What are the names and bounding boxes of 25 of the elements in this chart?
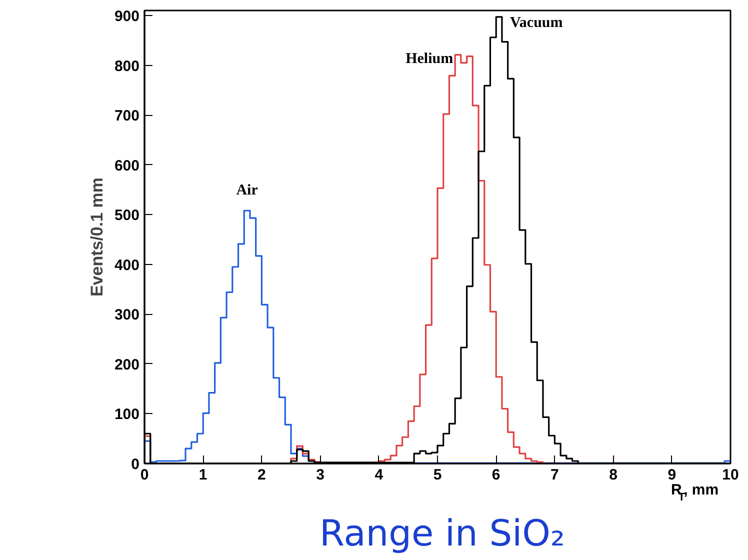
x-tick-label: 5 — [433, 466, 442, 484]
y-tick-label: 0 — [131, 456, 140, 473]
y-tick-label: 500 — [114, 207, 140, 224]
x-tick-label: 9 — [668, 466, 676, 484]
y-tick-label: 900 — [114, 8, 140, 25]
series-label: Vacuum — [510, 14, 564, 31]
x-tick-label: 2 — [258, 466, 266, 484]
x-tick-label: 4 — [374, 466, 384, 484]
text: Range in SiO₂ — [319, 514, 565, 554]
x-tick-label: 6 — [492, 466, 500, 484]
y-tick-label: 200 — [114, 356, 140, 374]
x-tick-label: 1 — [198, 466, 208, 484]
y-tick-label: 400 — [114, 256, 140, 274]
x-tick-label: 7 — [550, 466, 559, 484]
series-label: Air — [236, 182, 258, 199]
y-tick-label: 600 — [114, 157, 140, 174]
y-tick-label: 800 — [114, 58, 140, 75]
series-label: Helium — [406, 50, 454, 67]
y-tick-label: 100 — [114, 406, 140, 424]
x-tick-label: 3 — [316, 466, 324, 484]
y-axis-title: Events/0.1 mm — [87, 177, 106, 297]
x-tick-label: 10 — [722, 466, 739, 484]
x-tick-label: 8 — [609, 466, 618, 484]
y-tick-label: 300 — [114, 306, 140, 324]
y-tick-label: 700 — [114, 108, 140, 125]
